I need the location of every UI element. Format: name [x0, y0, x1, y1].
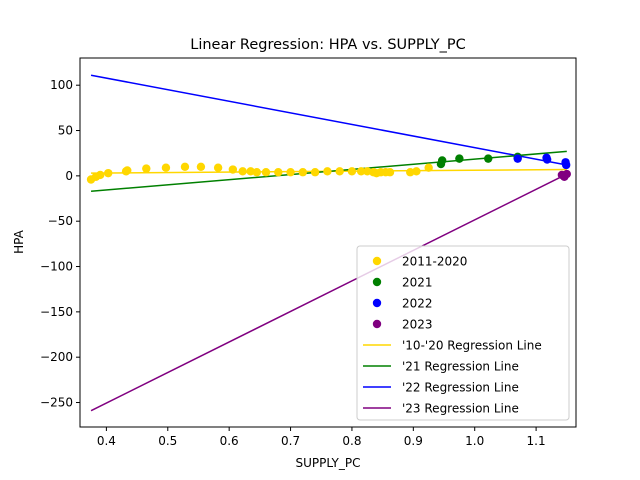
x-tick-label: 0.8	[342, 434, 361, 448]
legend-label: 2022	[402, 297, 433, 311]
scatter-point-1-3	[484, 154, 493, 163]
legend-label: 2011-2020	[402, 255, 467, 269]
scatter-point-0-7	[161, 163, 171, 172]
x-axis-label: SUPPLY_PC	[296, 456, 361, 470]
scatter-point-0-22	[347, 167, 357, 176]
y-tick-label: −200	[40, 350, 73, 364]
scatter-point-0-6	[142, 164, 151, 173]
legend-label: '10-'20 Regression Line	[402, 339, 542, 353]
scatter-point-0-15	[261, 168, 271, 177]
legend-marker-2	[372, 298, 382, 308]
scatter-point-0-5	[123, 166, 132, 175]
scatter-point-0-18	[298, 168, 308, 177]
plot-frame	[79, 57, 577, 428]
scatter-point-1-1	[437, 156, 447, 165]
y-tick-label: −100	[40, 260, 73, 274]
x-tick-label: 1.1	[527, 434, 546, 448]
scatter-point-0-9	[196, 162, 206, 171]
scatter-point-2-0	[513, 154, 522, 163]
x-tick-label: 0.5	[158, 434, 177, 448]
scatter-point-0-13	[246, 167, 255, 176]
x-tick-label: 0.6	[220, 434, 239, 448]
scatter-point-0-21	[335, 167, 344, 176]
scatter-point-0-11	[228, 165, 238, 174]
scatter-point-0-17	[286, 168, 295, 177]
y-tick-label: 0	[65, 169, 73, 183]
scatter-point-0-14	[252, 168, 261, 177]
plot-area	[79, 57, 577, 428]
scatter-point-0-2	[96, 170, 105, 180]
y-axis: −250 −200 −150 −100 −50 0 50 100	[40, 78, 80, 410]
scatter-point-0-12	[238, 167, 247, 176]
scatter-point-3-2	[562, 169, 571, 179]
scatter-point-0-10	[213, 163, 223, 172]
scatter-point-0-19	[310, 168, 320, 177]
scatter-point-0-16	[274, 168, 283, 177]
scatter-point-0-3	[104, 168, 113, 178]
legend: 2011-2020 2021 2022 2023 '10-'20 Regression …	[356, 245, 570, 421]
scatter-point-0-23	[356, 167, 366, 176]
legend-label: '22 Regression Line	[402, 381, 519, 395]
scatter-points	[86, 152, 571, 184]
scatter-point-2-2	[542, 155, 552, 164]
x-tick-label: 1.0	[465, 434, 484, 448]
y-tick-label: −150	[40, 305, 73, 319]
scatter-point-1-2	[455, 154, 464, 163]
x-tick-label: 0.4	[97, 434, 116, 448]
x-tick-label: 0.7	[281, 434, 300, 448]
scatter-point-0-20	[323, 167, 332, 176]
regression-line-3	[90, 173, 568, 412]
legend-label: '21 Regression Line	[402, 360, 519, 374]
y-axis-label: HPA	[12, 229, 26, 253]
x-tick-label: 0.9	[404, 434, 423, 448]
scatter-point-0-32	[424, 163, 433, 172]
scatter-point-0-29	[385, 168, 395, 177]
legend-marker-0	[372, 256, 382, 266]
legend-marker-1	[372, 277, 382, 287]
x-axis: 0.4 0.5 0.6 0.7 0.8 0.9 1.0 1.1	[97, 427, 546, 448]
legend-marker-3	[372, 319, 382, 329]
scatter-point-0-8	[180, 162, 190, 171]
regression-line-2	[90, 74, 567, 166]
y-tick-label: −50	[48, 214, 73, 228]
legend-label: 2021	[402, 276, 433, 290]
legend-label: '23 Regression Line	[402, 402, 519, 416]
y-tick-label: 100	[50, 78, 73, 92]
legend-label: 2023	[402, 318, 433, 332]
scatter-point-2-4	[561, 160, 571, 170]
scatter-point-0-31	[412, 167, 421, 176]
scatter-point-0-24	[363, 167, 372, 176]
y-tick-label: 50	[58, 124, 73, 138]
y-tick-label: −250	[40, 396, 73, 410]
legend-frame	[356, 245, 570, 421]
chart-title: Linear Regression: HPA vs. SUPPLY_PC	[190, 37, 466, 53]
scatter-point-0-30	[406, 168, 415, 177]
